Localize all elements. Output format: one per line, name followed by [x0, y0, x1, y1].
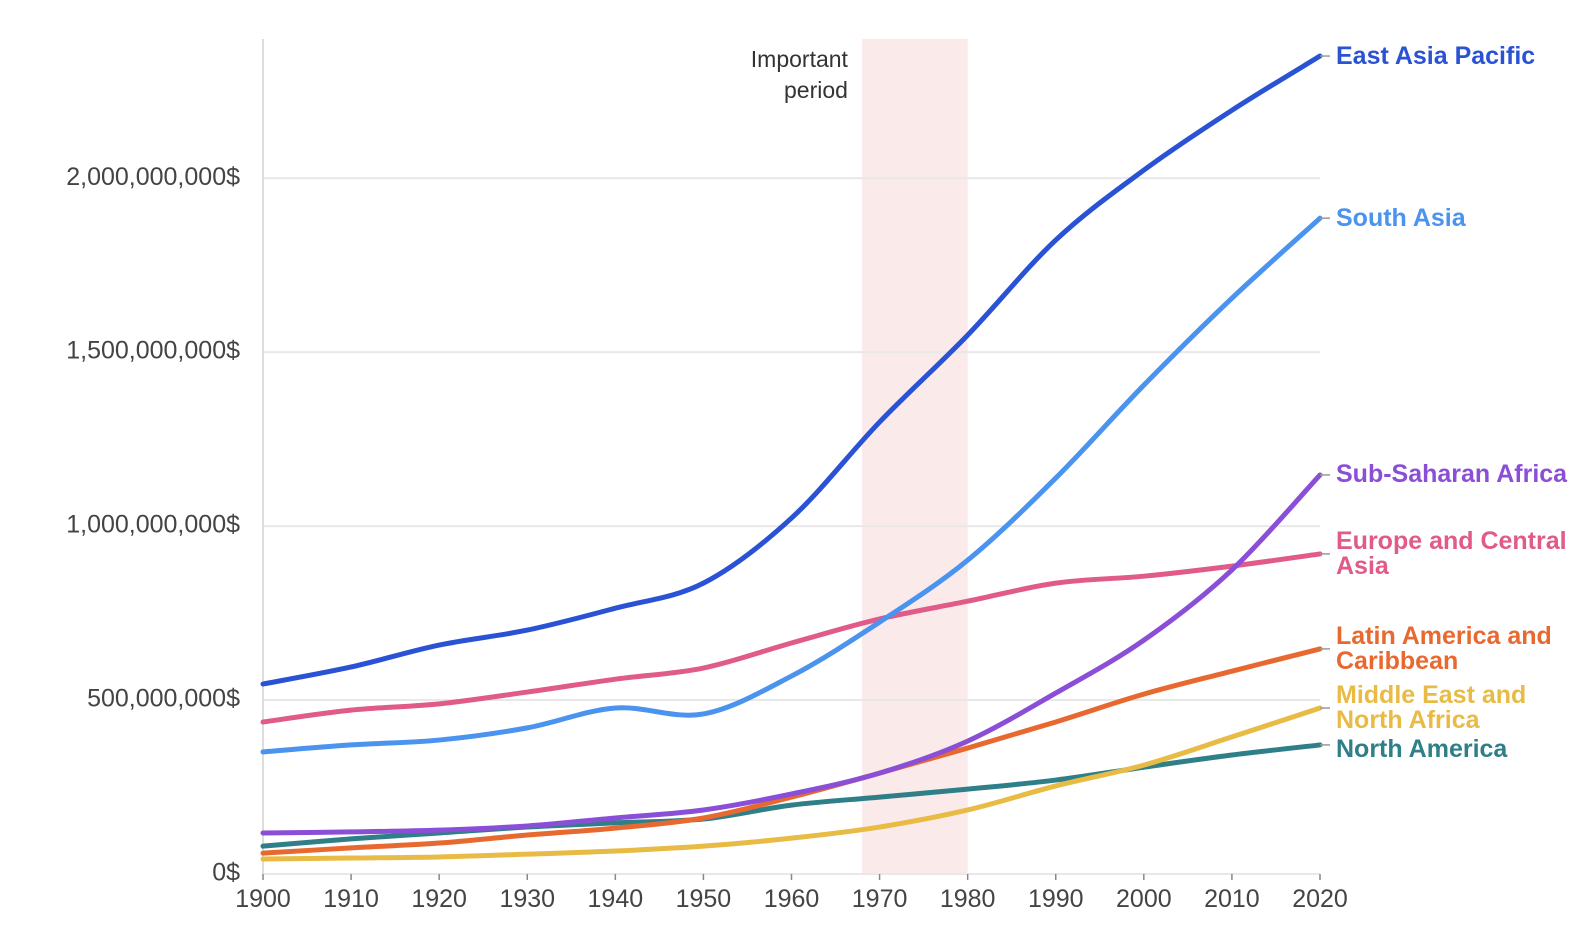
x-tick-label: 1970 — [852, 885, 908, 913]
legend-label: South Asia — [1336, 203, 1466, 232]
x-tick-label: 2000 — [1116, 885, 1172, 913]
legend-label: East Asia Pacific — [1336, 41, 1536, 70]
x-tick-label: 1920 — [411, 885, 467, 913]
annotation: Important period — [750, 46, 848, 103]
x-tick-label: 2020 — [1292, 885, 1348, 913]
x-tick-label: 1990 — [1028, 885, 1084, 913]
y-tick-label: 1,500,000,000$ — [66, 337, 240, 365]
x-tick-label: 1930 — [499, 885, 555, 913]
series-line — [260, 646, 1323, 856]
x-tick-label: 1910 — [323, 885, 379, 913]
y-tick-label: 500,000,000$ — [87, 685, 240, 713]
legend-label: North America — [1336, 735, 1508, 764]
y-tick-label: 2,000,000,000$ — [66, 163, 240, 191]
series-line — [260, 215, 1323, 755]
legend-label: Sub-Saharan Africa — [1336, 460, 1568, 489]
x-tick-label: 1900 — [235, 885, 291, 913]
legend-label: Latin America and Caribbean — [1336, 621, 1552, 675]
x-tick-label: 1940 — [588, 885, 644, 913]
series-line — [260, 53, 1323, 687]
series-line — [260, 551, 1323, 725]
x-tick-label: 2010 — [1204, 885, 1260, 913]
series-line — [260, 472, 1323, 836]
x-tick-label: 1960 — [764, 885, 820, 913]
legend-label: Middle East and North Africa — [1336, 681, 1527, 735]
legend-label: Europe and Central Asia — [1336, 526, 1567, 580]
y-tick-label: 1,000,000,000$ — [66, 511, 240, 539]
x-tick-label: 1950 — [676, 885, 732, 913]
x-tick-label: 1980 — [940, 885, 996, 913]
series-line — [260, 705, 1323, 862]
y-tick-label: 0$ — [212, 859, 240, 887]
